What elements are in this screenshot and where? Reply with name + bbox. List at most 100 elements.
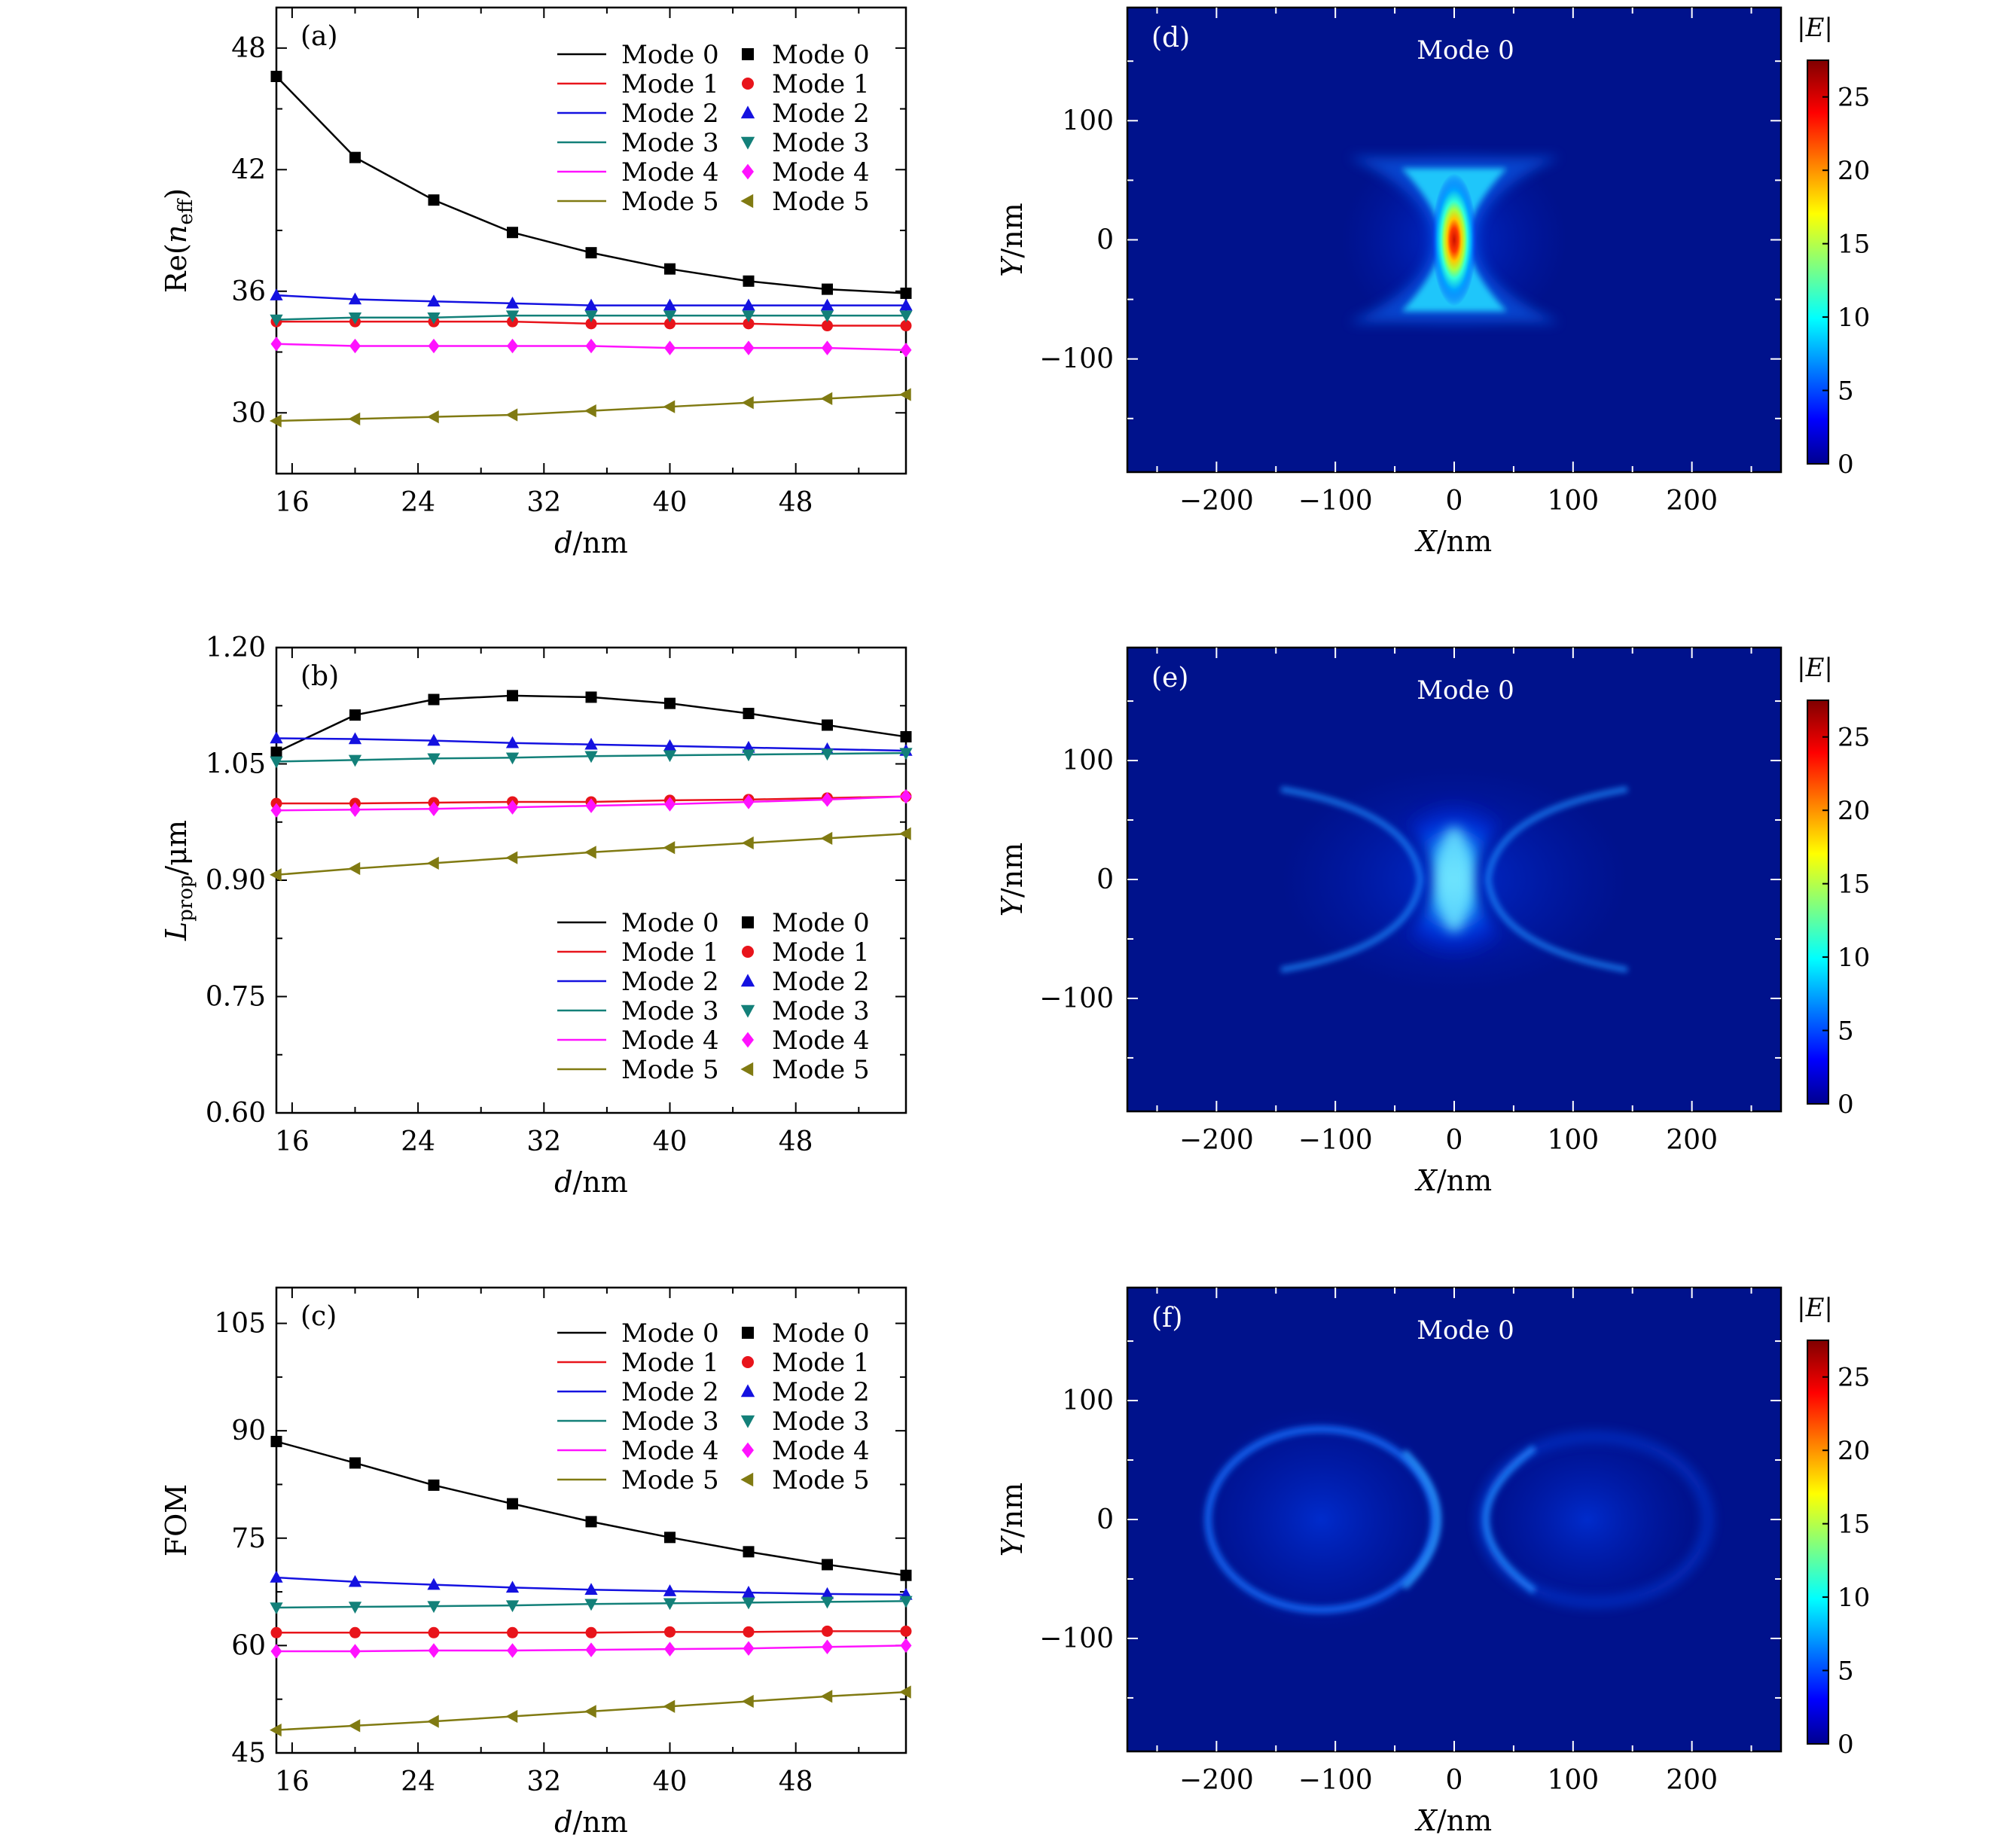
legend-line-label: Mode 0: [621, 908, 719, 938]
field-arc-left-inner: [1401, 1449, 1441, 1590]
data-point: [664, 1532, 676, 1544]
x-tick-label: 16: [275, 1766, 310, 1797]
x-axis-label: d/nm: [554, 526, 628, 559]
legend-marker-label: Mode 2: [772, 99, 870, 129]
data-point: [507, 227, 518, 239]
data-point: [664, 1626, 676, 1638]
data-point: [742, 1597, 755, 1610]
legend-marker-label: Mode 4: [772, 157, 870, 187]
data-point: [427, 294, 441, 306]
data-point: [742, 298, 755, 311]
data-point: [427, 1577, 441, 1590]
legend-marker-label: Mode 1: [772, 69, 870, 99]
data-point: [742, 310, 755, 323]
data-point: [822, 320, 833, 332]
y-tick-label: 100: [1062, 1385, 1114, 1416]
data-point: [743, 794, 755, 809]
data-point: [820, 748, 834, 761]
x-tick-label: 16: [275, 487, 310, 518]
colorbar-tick-label: 5: [1838, 1657, 1854, 1687]
colorbar-tick-label: 10: [1838, 1583, 1870, 1613]
data-point: [663, 400, 676, 413]
data-point: [427, 1601, 441, 1614]
data-point: [270, 1571, 283, 1583]
heatmap-f: Mode 0(f)−200 −100 0 100 2001000−100X/nmY/nm…: [996, 1286, 1870, 1837]
y-tick-label: 100: [1062, 105, 1114, 136]
legend-marker-label: Mode 3: [772, 996, 870, 1026]
field-distribution: [1193, 1407, 1712, 1632]
data-point: [348, 312, 362, 325]
legend-marker-swatch: [740, 1415, 755, 1428]
legend-marker-label: Mode 0: [772, 1318, 870, 1349]
data-point: [899, 1685, 911, 1699]
x-tick-label: 16: [275, 1126, 310, 1157]
legend-marker-label: Mode 3: [772, 128, 870, 158]
data-point: [585, 1626, 597, 1638]
data-point: [270, 288, 283, 300]
series-mode-0: [270, 690, 912, 758]
colorbar-tick-label: 5: [1838, 376, 1854, 407]
legend-line-label: Mode 4: [621, 1436, 719, 1466]
data-point: [270, 1602, 283, 1614]
data-point: [899, 1596, 913, 1608]
data-point: [505, 408, 518, 422]
series-mode-5: [270, 1685, 911, 1737]
x-axis-label: d/nm: [554, 1806, 628, 1838]
data-point: [822, 1639, 833, 1655]
y-tick-label: 48: [231, 33, 266, 64]
series-mode-2: [270, 1571, 913, 1600]
data-point: [820, 298, 834, 311]
legend-marker-swatch: [740, 136, 755, 150]
data-point: [584, 298, 598, 311]
x-tick-label: 32: [526, 487, 561, 518]
data-point: [505, 1600, 520, 1613]
y-axis-label: Lprop/μm: [160, 820, 197, 941]
x-axis-label: X/nm: [1414, 525, 1492, 558]
colorbar-tick-label: 20: [1838, 1436, 1870, 1466]
x-tick-label: 0: [1446, 1765, 1463, 1796]
colorbar: 0 5 10 15 20 25 |E|: [1797, 13, 1870, 480]
legend-line-label: Mode 4: [621, 157, 719, 187]
data-point: [349, 151, 361, 163]
data-point: [585, 318, 597, 330]
data-point: [900, 1625, 912, 1637]
data-point: [584, 1599, 598, 1611]
panel-label: (b): [300, 661, 339, 692]
data-point: [349, 338, 361, 354]
y-tick-label: 0.60: [206, 1098, 266, 1129]
x-tick-label: 100: [1547, 486, 1599, 517]
data-point: [507, 1643, 518, 1658]
data-point: [270, 414, 282, 428]
data-point: [505, 851, 518, 864]
data-point: [348, 861, 361, 876]
x-axis-label: X/nm: [1414, 1804, 1492, 1837]
data-point: [743, 318, 755, 330]
data-point: [348, 732, 362, 745]
data-point: [899, 298, 913, 311]
x-tick-label: 40: [653, 1126, 688, 1157]
colorbar-tick-label: 0: [1838, 1730, 1854, 1760]
data-point: [507, 1626, 518, 1638]
series-mode-2: [270, 288, 913, 311]
series-mode-5: [270, 827, 911, 882]
x-axis-label: d/nm: [554, 1166, 628, 1199]
data-point: [585, 247, 597, 259]
legend-marker-swatch: [742, 1327, 754, 1339]
legend-marker-swatch: [742, 48, 754, 60]
y-tick-label: 0: [1096, 864, 1114, 895]
colorbar-tick-label: 15: [1838, 870, 1870, 900]
legend-marker-swatch: [740, 1384, 755, 1398]
data-point: [742, 836, 754, 850]
colorbar-tick-label: 25: [1838, 83, 1870, 113]
x-tick-label: 24: [401, 487, 435, 518]
data-point: [270, 746, 282, 758]
colorbar-tick-label: 20: [1838, 156, 1870, 186]
legend-line-label: Mode 3: [621, 1407, 719, 1437]
data-point: [743, 708, 755, 720]
legend-marker-swatch: [742, 78, 754, 90]
data-point: [348, 754, 362, 767]
data-point: [743, 275, 755, 287]
x-tick-label: 48: [779, 1766, 813, 1797]
